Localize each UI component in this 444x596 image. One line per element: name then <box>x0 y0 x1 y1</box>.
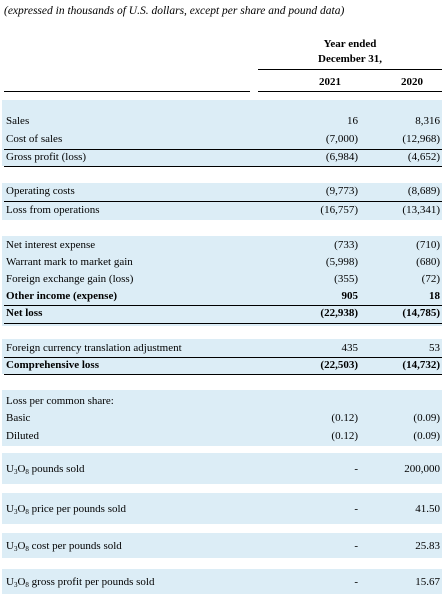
table-row: Foreign exchange gain (loss) (355) (72) <box>2 272 442 288</box>
table-row: Cost of sales (7,000) (12,968) <box>2 132 442 148</box>
table-row: U3O8 price per pounds sold - 41.50 <box>2 502 442 518</box>
table-row: U3O8 pounds sold - 200,000 <box>2 462 442 478</box>
value-2021: - <box>354 540 358 552</box>
row-label: U3O8 pounds sold <box>6 463 85 476</box>
value-2021: (0.12) <box>331 430 358 442</box>
value-2020: 15.67 <box>415 576 440 588</box>
value-2020: 8,316 <box>415 115 440 127</box>
table-row: Operating costs (9,773) (8,689) <box>2 184 442 200</box>
column-header-2021: 2021 <box>319 76 341 88</box>
value-2021: (733) <box>334 239 358 251</box>
row-label: Gross profit (loss) <box>6 151 87 163</box>
column-header-2020: 2020 <box>401 76 423 88</box>
label-header-rule <box>4 91 250 92</box>
band-eps <box>2 390 442 446</box>
total-rule <box>4 374 442 375</box>
table-caption: (expressed in thousands of U.S. dollars,… <box>4 5 345 17</box>
value-2021: - <box>354 576 358 588</box>
value-2020: 25.83 <box>415 540 440 552</box>
value-2021: (9,773) <box>325 185 358 197</box>
subtotal-rule <box>4 149 442 150</box>
value-2020: (12,968) <box>402 133 440 145</box>
value-2020: (13,341) <box>402 204 440 216</box>
period-header-line1: Year ended <box>323 38 377 50</box>
value-2020: (4,652) <box>407 151 440 163</box>
value-2021: (22,938) <box>320 307 358 319</box>
subtotal-rule <box>4 305 442 306</box>
value-2021: (6,984) <box>325 151 358 163</box>
band-pounds-sold <box>2 453 442 484</box>
table-row: Warrant mark to market gain (5,998) (680… <box>2 255 442 271</box>
value-2021: - <box>354 503 358 515</box>
total-rule <box>4 323 442 324</box>
table-row: U3O8 gross profit per pounds sold - 15.6… <box>2 575 442 591</box>
row-label: Other income (expense) <box>6 290 117 302</box>
table-row: Net loss (22,938) (14,785) <box>2 306 442 322</box>
row-label: Comprehensive loss <box>6 359 99 371</box>
band-comprehensive <box>2 339 442 374</box>
row-label: Foreign currency translation adjustment <box>6 342 182 354</box>
value-2021: (22,503) <box>320 359 358 371</box>
row-label: Net interest expense <box>6 239 96 251</box>
value-2020: (680) <box>416 256 440 268</box>
subtotal-rule <box>4 201 442 202</box>
row-label: Net loss <box>6 307 43 319</box>
band-cost <box>2 533 442 558</box>
table-row: Gross profit (loss) (6,984) (4,652) <box>2 150 442 166</box>
band-net-loss <box>2 236 442 326</box>
row-label: U3O8 gross profit per pounds sold <box>6 576 155 589</box>
row-label: Diluted <box>6 430 39 442</box>
value-2020: 53 <box>429 342 440 354</box>
row-label: Cost of sales <box>6 133 63 145</box>
period-underline <box>258 69 442 70</box>
value-2020: (0.09) <box>413 430 440 442</box>
value-2021: 905 <box>341 290 359 302</box>
table-row: Loss per common share: <box>2 394 442 410</box>
value-2020: 18 <box>429 290 440 302</box>
row-label: Basic <box>6 412 31 424</box>
row-label: Loss from operations <box>6 204 100 216</box>
value-2021: (0.12) <box>331 412 358 424</box>
value-2021: (7,000) <box>325 133 358 145</box>
subtotal-rule <box>4 166 442 167</box>
value-2020: (0.09) <box>413 412 440 424</box>
value-2021: (355) <box>334 273 358 285</box>
value-2020: 200,000 <box>404 463 440 475</box>
subtotal-rule <box>4 357 442 358</box>
row-label: U3O8 price per pounds sold <box>6 503 127 516</box>
value-2021: (16,757) <box>320 204 358 216</box>
table-row: U3O8 cost per pounds sold - 25.83 <box>2 539 442 555</box>
row-label: Loss per common share: <box>6 395 114 407</box>
row-label: U3O8 cost per pounds sold <box>6 540 122 553</box>
table-row: Sales 16 8,316 <box>2 114 442 130</box>
table-row: Foreign currency translation adjustment … <box>2 341 442 357</box>
value-2020: (710) <box>416 239 440 251</box>
value-header-rule <box>258 91 442 92</box>
value-2021: - <box>354 463 358 475</box>
row-label: Sales <box>6 115 30 127</box>
value-2021: 16 <box>347 115 358 127</box>
value-2021: 435 <box>341 342 359 354</box>
value-2020: (14,732) <box>402 359 440 371</box>
table-row: Net interest expense (733) (710) <box>2 238 442 254</box>
table-row: Diluted (0.12) (0.09) <box>2 429 442 445</box>
value-2020: (8,689) <box>407 185 440 197</box>
table-row: Loss from operations (16,757) (13,341) <box>2 203 442 219</box>
row-label: Operating costs <box>6 185 75 197</box>
band-gross-margin <box>2 569 442 594</box>
period-header-line2: December 31, <box>318 53 382 65</box>
band-gross-profit <box>2 100 442 166</box>
table-row: Basic (0.12) (0.09) <box>2 411 442 427</box>
table-row: Other income (expense) 905 18 <box>2 289 442 305</box>
table-row: Comprehensive loss (22,503) (14,732) <box>2 358 442 374</box>
value-2021: (5,998) <box>325 256 358 268</box>
value-2020: 41.50 <box>415 503 440 515</box>
row-label: Warrant mark to market gain <box>6 256 133 268</box>
row-label: Foreign exchange gain (loss) <box>6 273 134 285</box>
band-price <box>2 493 442 524</box>
value-2020: (14,785) <box>402 307 440 319</box>
value-2020: (72) <box>421 273 440 285</box>
